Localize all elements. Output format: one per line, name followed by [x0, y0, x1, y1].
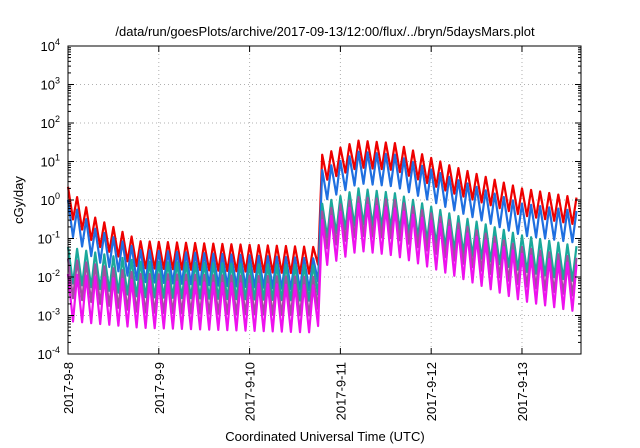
y-tick-label: 104 — [41, 37, 60, 54]
x-tick-label: 2017-9-11 — [333, 362, 348, 420]
y-axis-label: cGy/day — [11, 176, 26, 224]
x-axis: 2017-9-8 2017-9-9 2017-9-10 2017-9-11 2017-9… — [61, 46, 530, 421]
y-tick-label: 10-2 — [38, 268, 60, 285]
y-tick-label: 10-4 — [38, 345, 60, 362]
y-tick-label: 100 — [41, 191, 60, 208]
chart-title: /data/run/goesPlots/archive/2017-09-13/1… — [115, 24, 535, 39]
y-tick-label: 101 — [41, 153, 60, 170]
y-tick-label: 10-1 — [38, 230, 60, 247]
x-axis-label: Coordinated Universal Time (UTC) — [225, 429, 424, 444]
series-line-2 — [66, 150, 578, 291]
y-tick-label: 103 — [41, 76, 60, 93]
series-line-3 — [66, 187, 578, 302]
x-tick-label: 2017-9-13 — [515, 362, 530, 421]
y-tick-label: 102 — [41, 114, 60, 131]
y-axis: 10-4 10-3 10-2 10-1 100 101 102 103 104 — [38, 37, 581, 362]
x-tick-label: 2017-9-12 — [424, 362, 439, 421]
x-tick-label: 2017-9-10 — [243, 362, 258, 421]
x-tick-label: 2017-9-9 — [152, 362, 167, 414]
y-tick-label: 10-3 — [38, 307, 60, 324]
series-line-1 — [66, 139, 578, 275]
series-group — [66, 139, 578, 334]
series-line-5 — [66, 202, 578, 334]
x-tick-label: 2017-9-8 — [61, 362, 76, 414]
